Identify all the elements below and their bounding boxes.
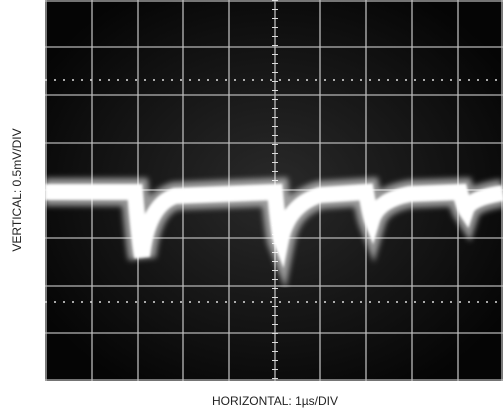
- trace: [45, 177, 503, 289]
- vertical-scale-label: VERTICAL: 0.5mV/DIV: [10, 128, 24, 251]
- horizontal-scale-label: HORIZONTAL: 1µs/DIV: [212, 394, 338, 408]
- trace-core: [45, 183, 503, 268]
- minor-ticks: [45, 0, 503, 381]
